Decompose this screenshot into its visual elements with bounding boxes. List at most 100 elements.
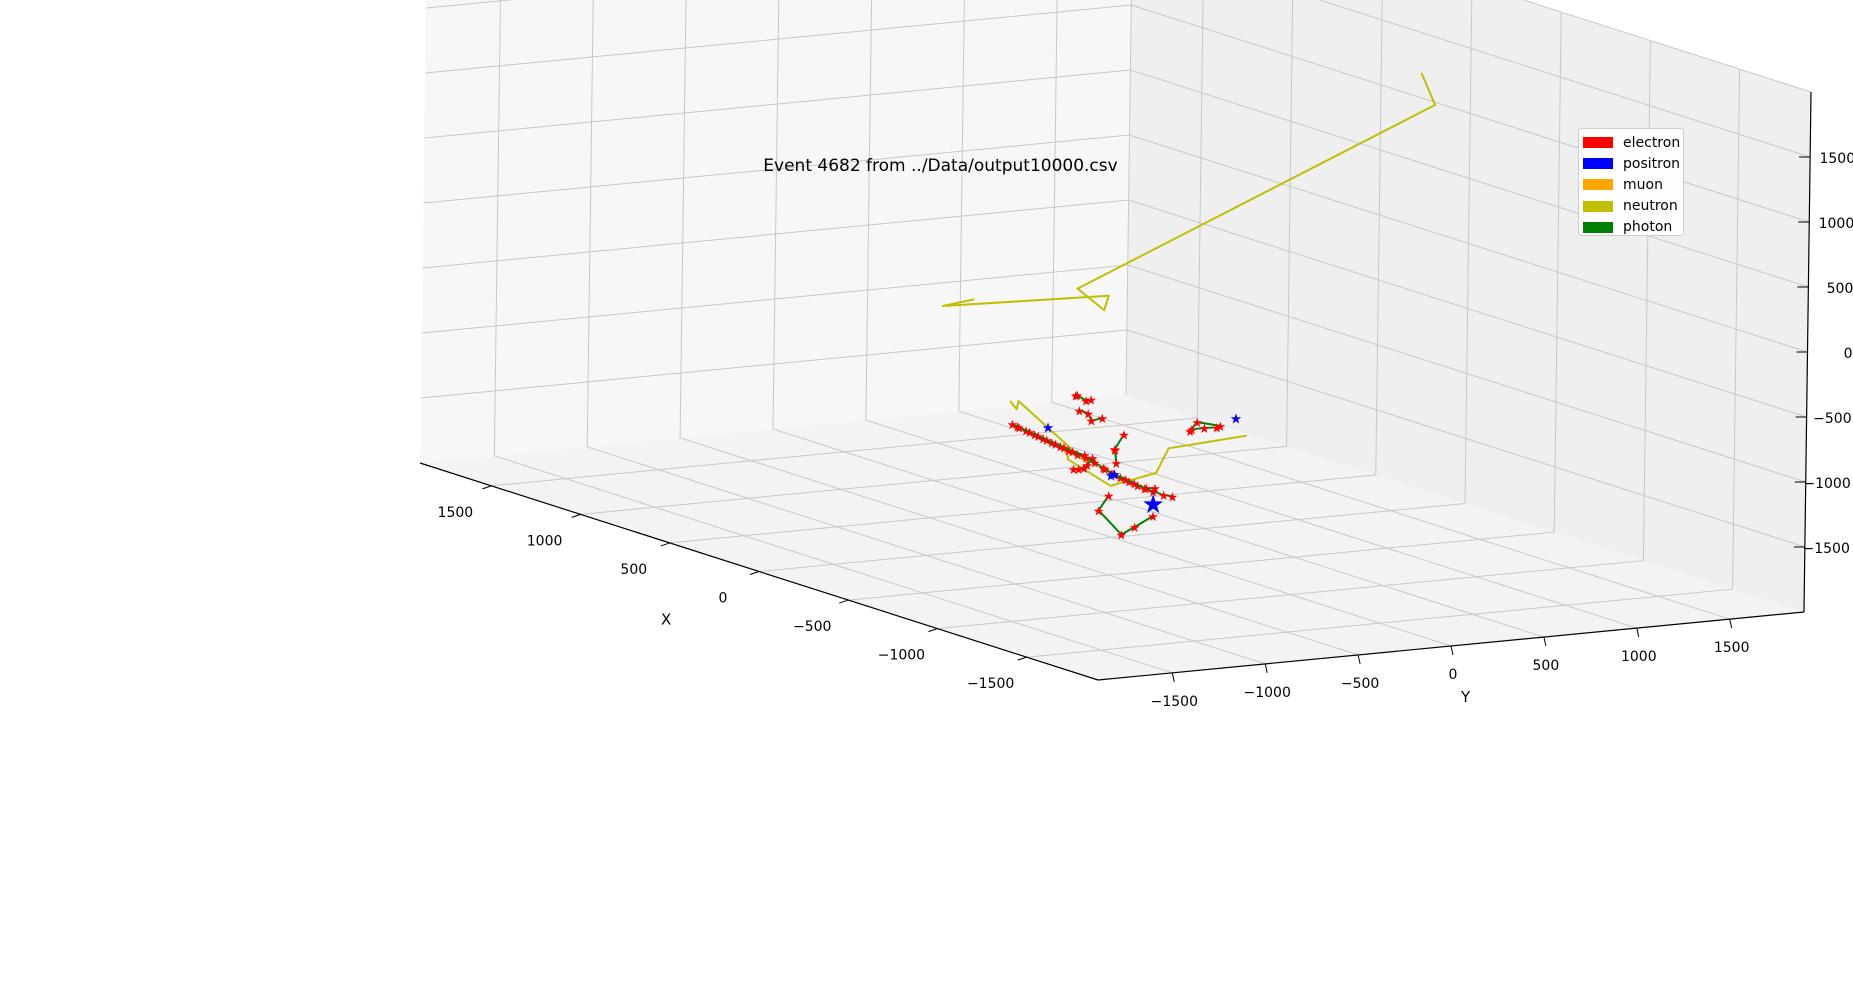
electron-hit-marker: ★	[1109, 443, 1121, 458]
electron-hit-marker: ★	[1129, 521, 1141, 536]
electron-hit-marker: ★	[1103, 489, 1115, 504]
x-tick	[839, 599, 849, 604]
electron-hit-marker: ★	[1098, 462, 1110, 477]
legend-item-electron: electron	[1579, 132, 1683, 153]
electron-hit-marker: ★	[1068, 463, 1080, 478]
x-gridline	[1026, 69, 1741, 658]
electron-track	[1104, 468, 1173, 498]
electron-hit-marker: ★	[1120, 473, 1132, 488]
z-tick-label: −500	[1813, 411, 1851, 427]
electron-hit-marker: ★	[1184, 425, 1196, 440]
electron-hit-marker: ★	[1063, 445, 1075, 460]
y-tick-label: 0	[1449, 667, 1458, 683]
x-tick-label: −500	[793, 619, 831, 635]
legend-swatch-positron	[1583, 158, 1613, 170]
electron-hit-marker: ★	[1215, 420, 1227, 435]
electron-hit-marker: ★	[1006, 418, 1018, 433]
electron-hit-marker: ★	[1080, 451, 1092, 466]
y-tick	[1636, 627, 1640, 638]
y-gridline	[586, 0, 1266, 665]
electron-hit-marker: ★	[1037, 433, 1049, 448]
electron-hit-marker: ★	[1089, 457, 1101, 472]
back-x-pane	[420, 0, 1132, 463]
x-tick	[749, 571, 760, 575]
electron-hit-marker: ★	[1096, 412, 1108, 427]
electron-hit-marker: ★	[1087, 452, 1099, 467]
x-tick	[1017, 656, 1027, 661]
x-gridline	[758, 0, 1473, 572]
x-gridline	[491, 0, 1204, 487]
y-axis-label: Y	[1460, 688, 1471, 706]
electron-hit-marker: ★	[1186, 424, 1198, 439]
y-tick	[1264, 663, 1268, 674]
electron-hit-marker: ★	[1167, 490, 1179, 505]
legend-label-muon: muon	[1623, 176, 1663, 193]
grid-lines	[420, 0, 1812, 674]
electron-hit-marker: ★	[1158, 489, 1170, 504]
y-tick-label: −1500	[1151, 694, 1198, 710]
neutron-track	[1060, 434, 1247, 487]
x-tick-label: 1000	[527, 533, 563, 549]
legend: electron positron muon neutron photon	[1578, 128, 1684, 236]
x-tick	[571, 513, 581, 518]
electron-hit-marker: ★	[1074, 404, 1086, 419]
electron-hit-marker: ★	[1191, 416, 1203, 431]
photon-track	[1075, 394, 1092, 402]
chart-title: Event 4682 from ../Data/output10000.csv	[0, 156, 1853, 176]
electron-hit-marker: ★	[1128, 477, 1140, 492]
y-tick	[1729, 619, 1733, 629]
electron-hit-marker: ★	[1147, 510, 1159, 525]
x-gridline	[580, 0, 1294, 515]
x-gridline	[848, 12, 1562, 601]
electron-hit-marker: ★	[1139, 483, 1151, 498]
x-tick	[482, 485, 492, 490]
legend-label-photon: photon	[1623, 219, 1673, 236]
y-tick	[1450, 645, 1454, 656]
electron-hit-marker: ★	[1123, 475, 1135, 490]
electron-hit-marker: ★	[1012, 421, 1024, 436]
electron-hit-marker: ★	[1024, 426, 1036, 441]
electron-hit-marker: ★	[1115, 528, 1127, 543]
electron-hit-marker: ★	[1198, 422, 1210, 437]
z-tick-label: −1500	[1803, 541, 1850, 557]
legend-item-photon: photon	[1579, 217, 1683, 238]
y-gridline	[1051, 0, 1730, 620]
y-tick	[1171, 672, 1175, 682]
electron-hit-marker: ★	[1110, 457, 1122, 472]
electron-hit-marker: ★	[1067, 445, 1079, 460]
positron-marker: ★	[1108, 467, 1121, 483]
z-tick-label: 500	[1827, 281, 1853, 297]
neutron-track	[941, 72, 1437, 312]
electron-hit-marker: ★	[1013, 421, 1025, 436]
legend-swatch-photon	[1583, 221, 1613, 233]
electron-hit-marker: ★	[1080, 395, 1092, 410]
photon-track	[1073, 457, 1094, 471]
y-tick-label: −500	[1341, 676, 1379, 692]
y-gridline	[865, 0, 1545, 638]
electron-hit-marker: ★	[1149, 482, 1161, 497]
electron-hit-marker: ★	[1079, 449, 1091, 464]
electron-hit-marker: ★	[1118, 429, 1130, 444]
z-tick-label: 1000	[1819, 216, 1853, 232]
electron-hit-marker: ★	[1081, 459, 1093, 474]
electron-hit-marker: ★	[1055, 441, 1067, 456]
electron-hit-marker: ★	[1106, 467, 1118, 482]
hit-markers: ★★★★★	[1042, 412, 1242, 520]
x-axis-label: X	[661, 611, 671, 629]
z-gridline	[426, 0, 1811, 158]
electron-hit-marker: ★	[1082, 407, 1094, 422]
electron-hit-marker: ★	[1070, 389, 1082, 404]
electron-hit-marker: ★	[1046, 437, 1058, 452]
positron-marker: ★	[1105, 469, 1118, 485]
electron-hit-marker: ★	[1093, 504, 1105, 519]
electron-hit-marker: ★	[1041, 434, 1053, 449]
electron-track	[1191, 426, 1217, 431]
y-gridline	[958, 0, 1637, 629]
chart-title-text: Event 4682 from ../Data/output10000.csv	[763, 156, 1118, 176]
top-edge	[1521, 0, 1812, 93]
y-tick-label: 1500	[1714, 640, 1750, 656]
x-tick-label: −1000	[878, 648, 925, 664]
legend-item-neutron: neutron	[1579, 196, 1683, 217]
